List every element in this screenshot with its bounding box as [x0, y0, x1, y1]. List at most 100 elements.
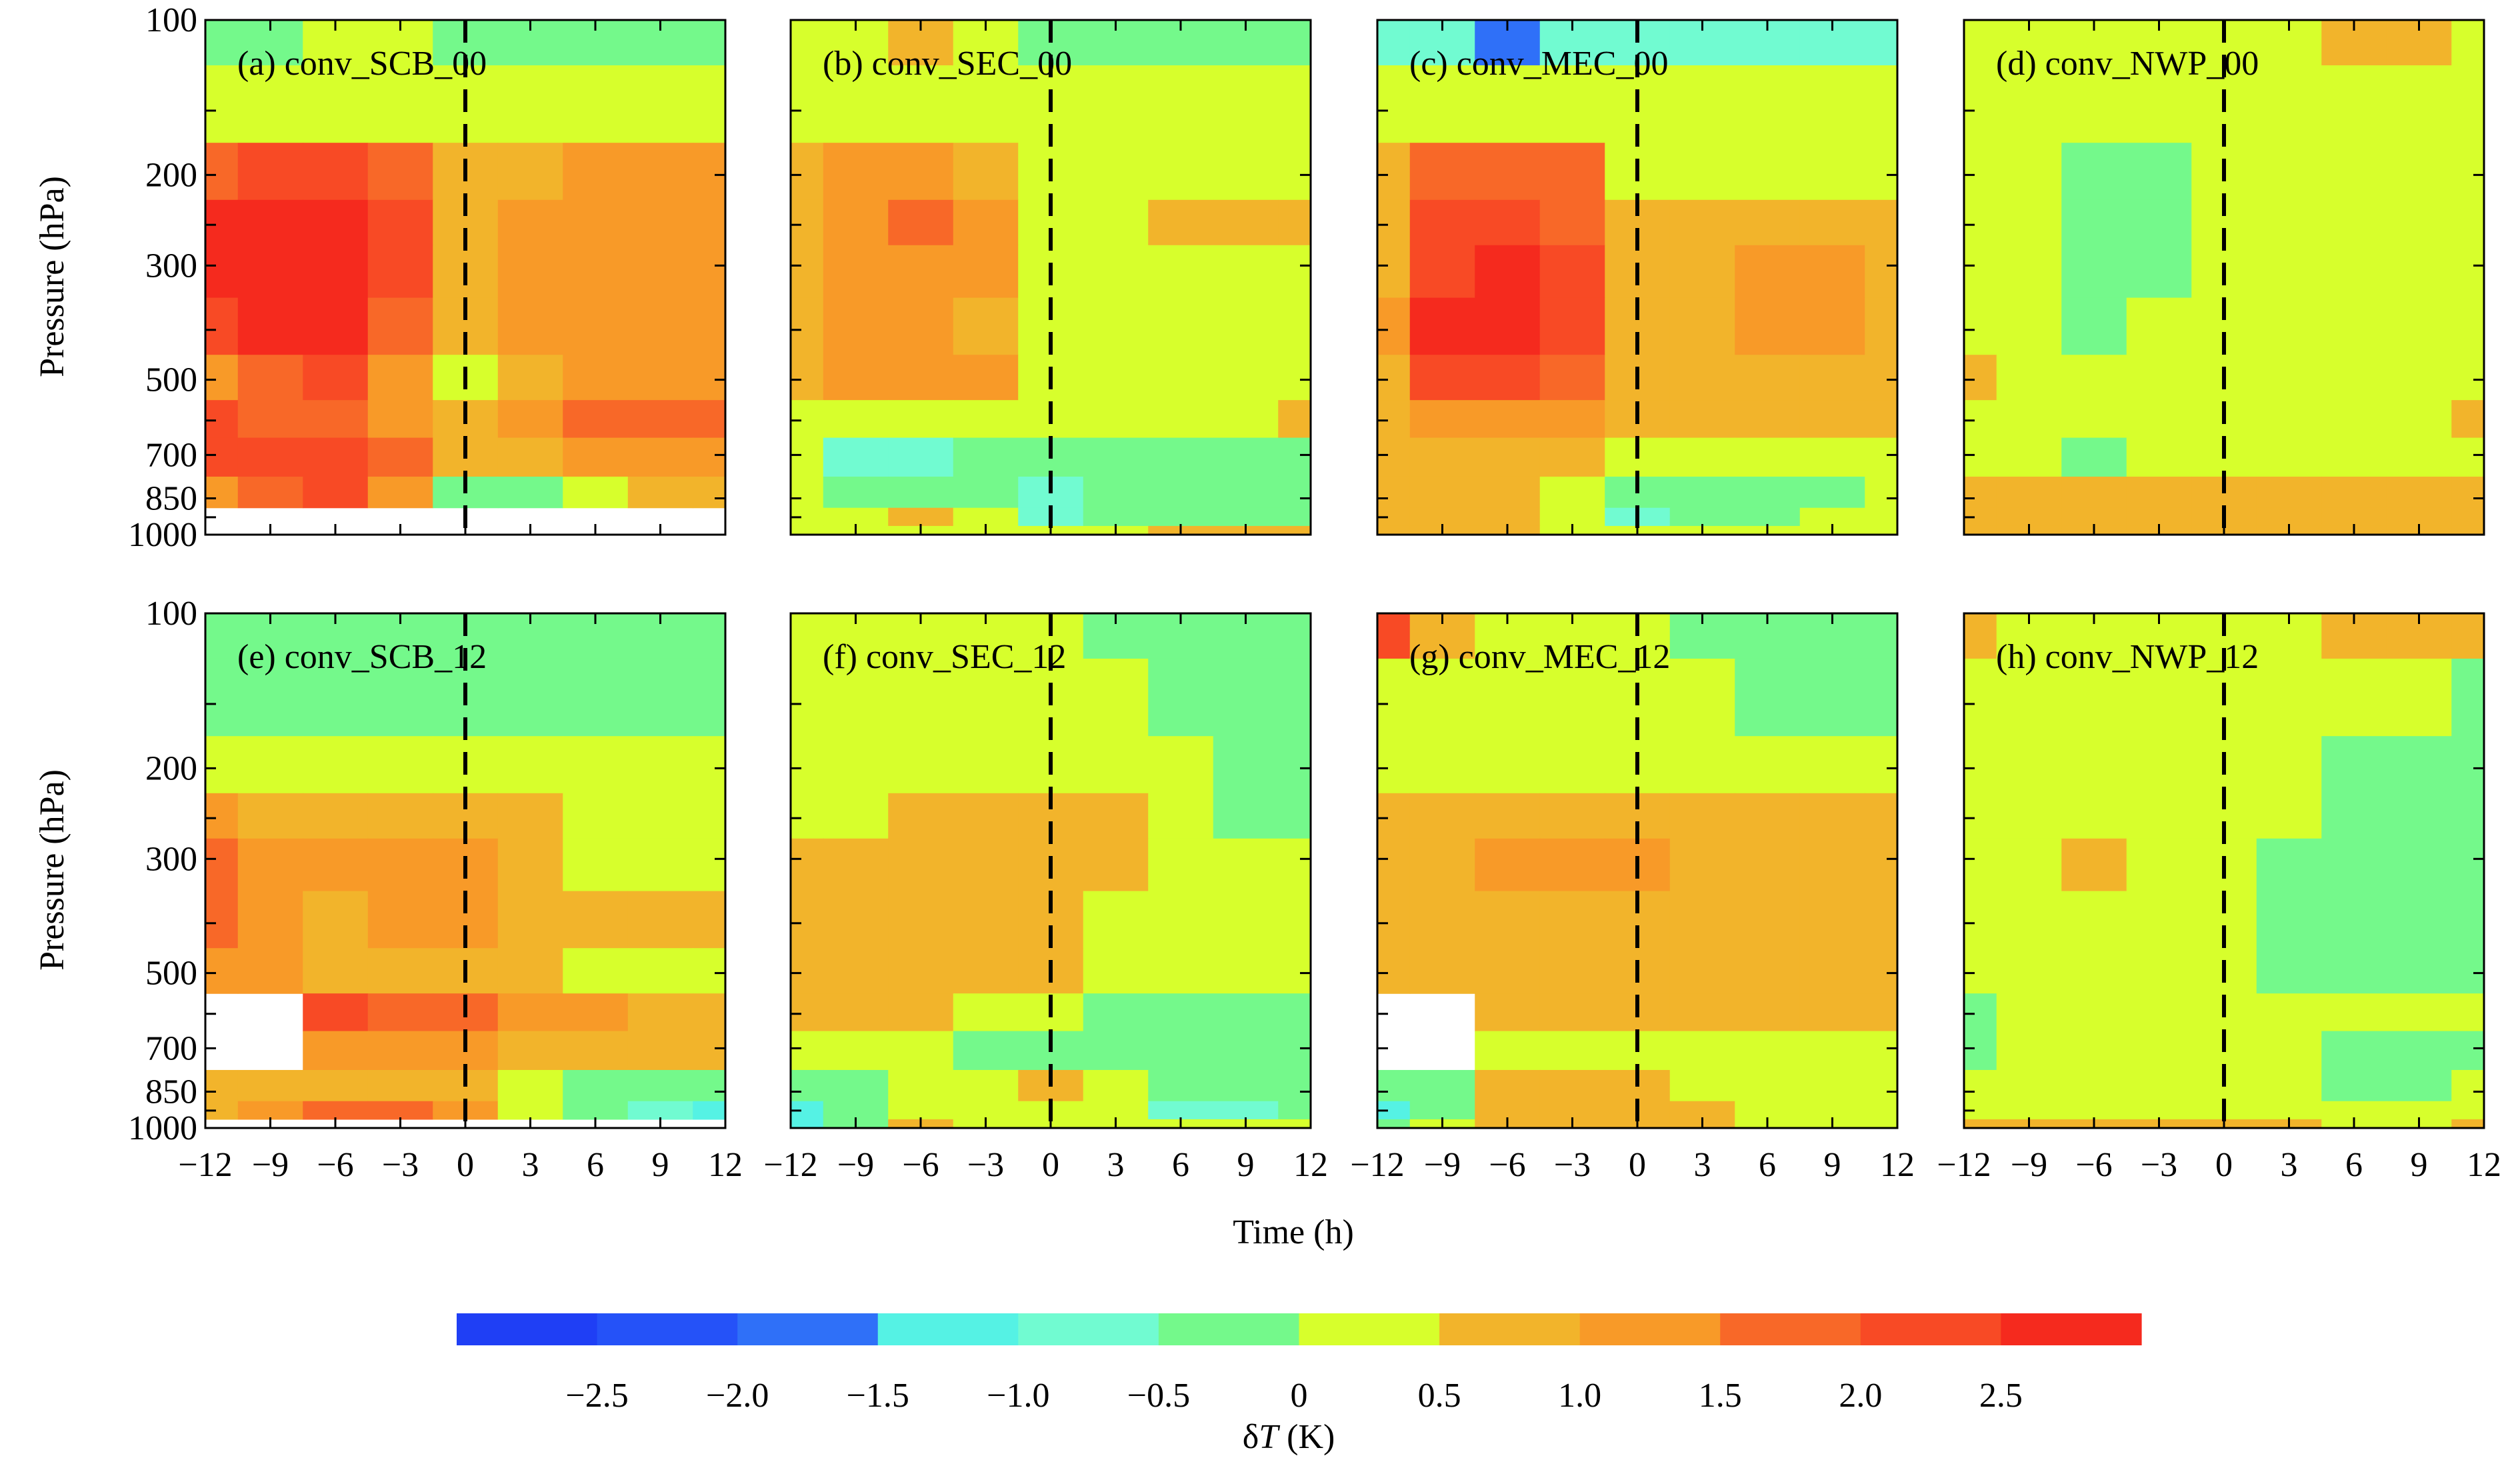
cell-7-9-5 — [2256, 1069, 2322, 1102]
cell-7-10-7 — [2386, 1101, 2452, 1120]
cell-6-3-8 — [1865, 793, 1898, 839]
cell-5-7-7 — [1213, 993, 1279, 1032]
cell-5-5-5 — [1083, 891, 1149, 949]
cell-3-7-0 — [1964, 400, 1997, 439]
cell-7-2-7 — [2386, 736, 2452, 794]
panel-5: −12 −9 −6 −3 0 3 6 9 12 (f) conv_SEC_12 — [763, 612, 1328, 1184]
cell-6-9-7 — [1799, 1069, 1865, 1102]
cell-7-4-2 — [2061, 838, 2127, 892]
colorbar-tick-label-2: −1.5 — [847, 1377, 909, 1415]
cell-5-2-8 — [1278, 736, 1311, 794]
cell-2-8-8 — [1865, 437, 1898, 477]
cell-0-6-0 — [205, 355, 239, 401]
cell-3-6-8 — [2451, 355, 2485, 401]
cell-1-2-8 — [1278, 143, 1311, 201]
cell-4-5-7 — [627, 891, 693, 949]
cell-4-10-7 — [627, 1101, 693, 1120]
cell-3-10-5 — [2256, 507, 2322, 527]
y-tick-label-0-100: 100 — [145, 1, 197, 39]
cell-2-9-7 — [1799, 476, 1865, 509]
cell-7-5-8 — [2451, 891, 2485, 949]
cell-0-9-3 — [367, 476, 433, 509]
cell-0-5-2 — [303, 297, 369, 355]
cell-0-2-5 — [497, 143, 563, 201]
cell-2-10-6 — [1735, 507, 1801, 527]
cell-1-8-5 — [1083, 437, 1149, 477]
cell-6-1-7 — [1799, 658, 1865, 737]
x-tick-label-6-2: −6 — [1489, 1146, 1525, 1184]
cell-4-7-2 — [303, 993, 369, 1032]
cell-5-2-3 — [953, 736, 1019, 794]
colorbar-bin-10 — [1860, 1313, 2002, 1345]
cell-7-11-0 — [1964, 1119, 1997, 1129]
cell-4-2-6 — [563, 736, 629, 794]
cell-0-9-8 — [693, 476, 726, 509]
cell-1-7-0 — [791, 400, 824, 439]
cell-0-3-2 — [303, 199, 369, 246]
cell-4-0-8 — [693, 613, 726, 659]
cell-4-8-3 — [367, 1031, 433, 1071]
cell-6-5-6 — [1735, 891, 1801, 949]
cell-6-7-5 — [1669, 993, 1735, 1032]
cell-2-7-1 — [1409, 400, 1475, 439]
y-tick-label-4-500: 500 — [145, 955, 197, 993]
cell-6-6-1 — [1409, 948, 1475, 994]
cell-4-8-5 — [497, 1031, 563, 1071]
cell-3-8-7 — [2386, 437, 2452, 477]
cell-3-4-5 — [2256, 245, 2322, 299]
cell-6-1-3 — [1539, 658, 1605, 737]
cell-4-4-7 — [627, 838, 693, 892]
cell-3-5-8 — [2451, 297, 2485, 355]
cell-2-4-8 — [1865, 245, 1898, 299]
cell-1-3-6 — [1148, 199, 1214, 246]
cell-3-7-1 — [1996, 400, 2062, 439]
cell-1-4-1 — [823, 245, 889, 299]
x-tick-label-7-8: 12 — [2467, 1146, 2501, 1184]
cell-0-8-6 — [563, 437, 629, 477]
cell-1-7-7 — [1213, 400, 1279, 439]
cell-0-2-6 — [563, 143, 629, 201]
colorbar-tick-label-10: 2.5 — [1979, 1377, 2023, 1415]
colorbar-tick-label-6: 0.5 — [1418, 1377, 1461, 1415]
cell-6-1-6 — [1735, 658, 1801, 737]
x-tick-label-7-1: −9 — [2011, 1146, 2047, 1184]
y-tick-label-4-300: 300 — [145, 840, 197, 878]
cell-3-11-0 — [1964, 525, 1997, 535]
cell-3-0-0 — [1964, 20, 1997, 66]
colorbar-bin-6 — [1299, 1313, 1440, 1345]
cell-2-3-1 — [1409, 199, 1475, 246]
cell-1-2-5 — [1083, 143, 1149, 201]
cell-6-4-3 — [1539, 838, 1605, 892]
cell-4-3-2 — [303, 793, 369, 839]
cell-6-7-3 — [1539, 993, 1605, 1032]
cell-4-1-8 — [693, 658, 726, 737]
cell-0-2-1 — [237, 143, 303, 201]
y-tick-label-4-100: 100 — [145, 595, 197, 633]
cell-1-5-3 — [953, 297, 1019, 355]
cell-5-5-6 — [1148, 891, 1214, 949]
cell-4-3-1 — [237, 793, 303, 839]
cell-5-7-8 — [1278, 993, 1311, 1032]
cell-1-8-1 — [823, 437, 889, 477]
cell-3-1-5 — [2256, 65, 2322, 143]
cell-5-10-7 — [1213, 1101, 1279, 1120]
y-tick-label-0-850: 850 — [145, 480, 197, 518]
x-tick-label-4-4: 0 — [457, 1146, 474, 1184]
cell-1-5-8 — [1278, 297, 1311, 355]
cell-4-6-3 — [367, 948, 433, 994]
panel-1: (b) conv_SEC_00 — [789, 19, 1312, 536]
cell-4-6-8 — [693, 948, 726, 994]
cell-5-5-1 — [823, 891, 889, 949]
cell-2-9-8 — [1865, 476, 1898, 509]
x-tick-label-7-4: 0 — [2215, 1146, 2233, 1184]
cell-2-9-5 — [1669, 476, 1735, 509]
cell-1-1-1 — [823, 65, 889, 143]
cell-3-9-8 — [2451, 476, 2485, 509]
colorbar-title: δT (K) — [1243, 1418, 1335, 1456]
cell-4-5-8 — [693, 891, 726, 949]
cell-3-2-6 — [2321, 143, 2387, 201]
cell-6-8-7 — [1799, 1031, 1865, 1071]
cell-2-7-5 — [1669, 400, 1735, 439]
x-tick-label-4-0: −12 — [178, 1146, 232, 1184]
cell-7-3-1 — [1996, 793, 2062, 839]
